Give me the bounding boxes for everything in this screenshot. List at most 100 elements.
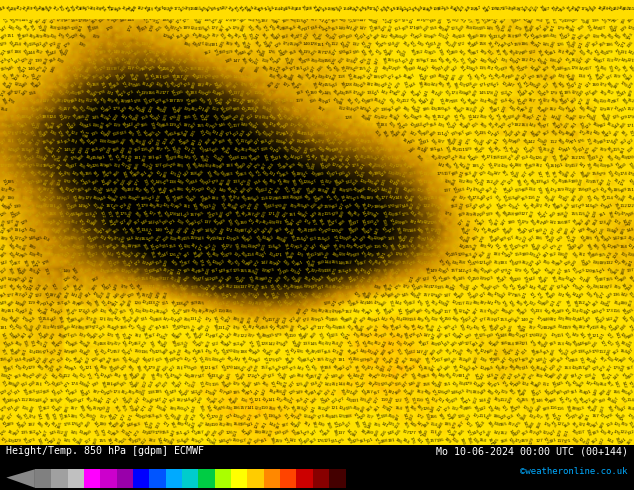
Text: 129: 129 [570,380,578,388]
Text: 153: 153 [401,356,409,364]
Text: 151: 151 [457,16,465,24]
Text: 126: 126 [91,357,100,364]
Text: 141: 141 [387,236,395,241]
Text: 110: 110 [288,334,296,338]
Text: 133: 133 [48,348,57,356]
Text: 178: 178 [210,8,219,16]
Text: 148: 148 [126,8,134,16]
Text: 175: 175 [543,283,549,292]
Text: 167: 167 [493,218,500,227]
Text: 118: 118 [112,130,120,137]
Text: 120: 120 [464,332,473,340]
Text: 113: 113 [217,316,226,323]
Text: 119: 119 [606,64,612,73]
Text: 110: 110 [261,412,268,421]
Text: 158: 158 [493,340,501,348]
Text: 173: 173 [133,89,141,98]
Text: 172: 172 [422,261,430,265]
Text: 154: 154 [372,98,381,104]
Text: 149: 149 [217,219,226,226]
Text: 117: 117 [444,32,451,41]
Text: 124: 124 [49,115,57,120]
Text: 121: 121 [577,422,585,427]
Text: 135: 135 [344,406,353,411]
Text: 106: 106 [570,323,578,332]
Text: 128: 128 [295,291,304,299]
Text: 165: 165 [514,293,522,298]
Text: 149: 149 [161,437,170,444]
Text: 175: 175 [373,372,381,380]
Text: 157: 157 [84,380,92,389]
Text: 110: 110 [577,49,585,57]
Text: 118: 118 [493,178,501,186]
Text: 123: 123 [577,268,586,274]
Text: 142: 142 [246,226,254,235]
Text: 116: 116 [309,202,318,210]
Text: 113: 113 [577,308,586,315]
Text: 159: 159 [219,97,225,105]
Polygon shape [6,469,35,488]
Text: 116: 116 [592,340,599,348]
Text: 126: 126 [542,161,550,170]
Text: 170: 170 [507,259,515,267]
Text: 168: 168 [619,154,628,161]
Text: 167: 167 [218,145,226,154]
Text: 141: 141 [577,162,586,170]
Text: 114: 114 [260,196,268,200]
Text: 140: 140 [528,129,536,138]
Text: 167: 167 [204,308,212,315]
Text: 117: 117 [232,123,240,128]
Text: 179: 179 [155,56,162,65]
Text: 152: 152 [41,170,50,178]
Text: 100: 100 [332,178,338,186]
Text: 177: 177 [309,1,318,7]
Text: 114: 114 [232,137,240,146]
Text: 131: 131 [225,153,233,162]
Text: 170: 170 [395,121,401,130]
Text: 172: 172 [120,412,127,421]
Text: 123: 123 [267,373,276,379]
Text: 150: 150 [464,356,473,364]
Text: 157: 157 [373,389,381,395]
Text: 170: 170 [521,97,529,105]
Text: 164: 164 [42,56,49,65]
Text: 105: 105 [555,389,564,396]
Text: 140: 140 [204,372,212,381]
Text: 167: 167 [281,137,290,146]
Text: 179: 179 [63,41,71,49]
Text: 175: 175 [112,202,120,210]
Text: 176: 176 [429,252,437,258]
Text: 103: 103 [316,188,325,193]
Text: 158: 158 [564,404,570,413]
Text: 147: 147 [218,250,226,259]
Text: 161: 161 [436,178,444,186]
Text: 142: 142 [183,170,191,178]
Text: 172: 172 [295,323,304,332]
Text: 158: 158 [41,5,49,12]
Text: 133: 133 [302,342,311,346]
Text: 177: 177 [598,291,606,300]
Text: 171: 171 [352,413,360,421]
Text: 142: 142 [394,243,402,251]
Text: 129: 129 [528,259,536,267]
Text: 142: 142 [126,122,134,128]
Text: 177: 177 [41,380,50,388]
Text: 174: 174 [0,89,7,98]
Text: 148: 148 [78,6,86,11]
Text: 117: 117 [628,129,633,138]
Text: 139: 139 [127,202,134,211]
Text: 149: 149 [550,145,557,154]
Text: 166: 166 [148,91,155,95]
Text: 153: 153 [183,331,191,340]
Text: 111: 111 [21,186,29,195]
Text: 117: 117 [6,412,15,421]
Text: 103: 103 [619,64,627,73]
Text: 151: 151 [605,98,614,104]
Text: 118: 118 [147,268,156,274]
Text: 109: 109 [119,420,127,429]
Text: 151: 151 [28,24,36,33]
Text: 148: 148 [450,390,458,395]
Text: 162: 162 [225,396,233,405]
Text: 130: 130 [549,291,557,299]
Text: 142: 142 [190,390,198,395]
